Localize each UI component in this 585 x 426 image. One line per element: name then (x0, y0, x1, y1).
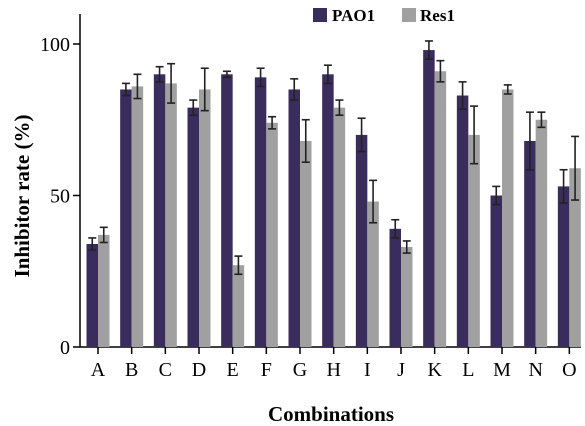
legend-label-pao1: PAO1 (332, 6, 375, 25)
x-axis-title: Combinations (268, 402, 394, 426)
x-tick-label-g: G (293, 359, 307, 381)
x-tick-label-f: F (261, 359, 272, 381)
x-tick-label-c: C (159, 359, 172, 381)
y-tick-label: 0 (60, 337, 70, 359)
legend-swatch-res1 (402, 8, 416, 22)
bar-res1-m (502, 89, 514, 347)
x-tick-label-a: A (91, 359, 106, 381)
bar-pao1-h (322, 74, 334, 348)
bar-pao1-d (187, 107, 199, 347)
legend-label-res1: Res1 (420, 6, 455, 25)
bar-res1-k (434, 71, 447, 348)
bar-res1-i (367, 201, 379, 347)
bar-res1-b (131, 86, 144, 348)
bar-res1-h (333, 107, 346, 347)
x-tick-label-n: N (528, 359, 542, 381)
bar-res1-e (232, 265, 245, 347)
bar-res1-c (165, 83, 177, 347)
x-tick-label-j: J (397, 359, 405, 381)
bar-pao1-n (524, 140, 536, 347)
bar-pao1-g (288, 89, 300, 347)
bar-res1-n (535, 119, 548, 347)
plot-area: 0 50 100 A B C D E F G H I J K L M N O (40, 14, 581, 381)
bar-res1-g (300, 140, 312, 347)
y-axis-title: Inhibitor rate (%) (10, 115, 34, 278)
x-tick-label-i: I (364, 359, 371, 381)
y-tick-label: 50 (50, 186, 70, 208)
bar-pao1-m (490, 195, 502, 347)
bar-pao1-k (423, 50, 435, 348)
bar-res1-o (569, 168, 581, 347)
bar-pao1-i (355, 134, 368, 347)
x-tick-label-o: O (562, 359, 576, 381)
y-tick-label: 100 (40, 34, 70, 56)
bar-pao1-o (557, 186, 570, 347)
bar-pao1-f (254, 77, 267, 347)
bar-res1-l (468, 134, 480, 347)
bar-pao1-c (153, 74, 166, 348)
bar-res1-a (98, 234, 110, 347)
x-tick-label-k: K (427, 359, 442, 381)
x-tick-label-h: H (326, 359, 340, 381)
bar-pao1-e (221, 74, 233, 348)
x-tick-label-m: M (493, 359, 511, 381)
x-tick-label-l: L (462, 359, 474, 381)
x-tick-label-b: B (125, 359, 138, 381)
bar-pao1-l (456, 95, 469, 347)
bar-pao1-a (86, 243, 98, 347)
bar-pao1-j (389, 228, 401, 347)
bar-pao1-b (120, 89, 132, 347)
legend: PAO1 Res1 (313, 6, 455, 25)
bar-res1-d (199, 89, 211, 347)
bar-res1-f (266, 122, 278, 347)
x-tick-label-d: D (192, 359, 206, 381)
legend-swatch-pao1 (313, 8, 327, 22)
bar-res1-j (401, 247, 413, 347)
x-tick-label-e: E (227, 359, 239, 381)
